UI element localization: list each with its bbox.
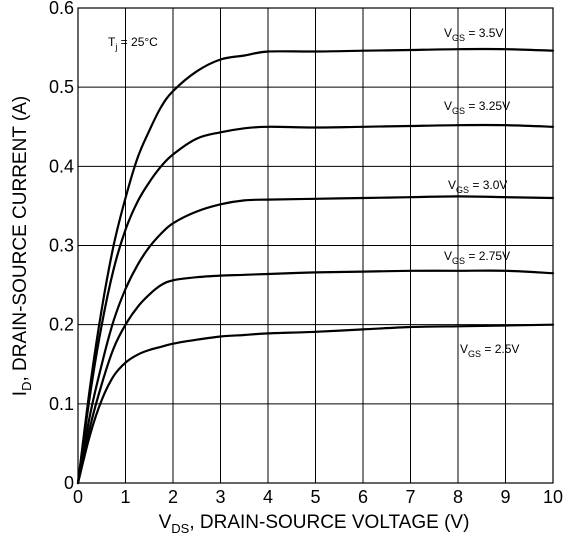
series-labels: VGS = 3.5V VGS = 3.25V VGS = 3.0V VGS = 2.7… [444, 26, 519, 359]
x-tick-label: 6 [358, 487, 368, 507]
junction-temp-annotation: Tj = 25°C [108, 35, 158, 52]
series-line-4 [76, 323, 555, 485]
y-tick-label: 0.1 [49, 394, 74, 414]
plot-frame [77, 7, 554, 484]
y-tick-label: 0.2 [49, 315, 74, 335]
x-tick-labels: 0 1 2 3 4 5 6 7 8 9 10 [73, 487, 563, 507]
x-tick-label: 5 [310, 487, 320, 507]
series-lines [76, 47, 555, 485]
series-line-0 [76, 47, 555, 485]
x-tick-label: 10 [543, 487, 563, 507]
x-tick-label: 3 [215, 487, 225, 507]
series-line-3 [76, 269, 555, 485]
series-line-2 [76, 195, 555, 485]
x-axis-label: VDS, DRAIN-SOURCE VOLTAGE (V) [159, 512, 470, 533]
x-tick-label: 4 [263, 487, 273, 507]
series-label-2: VGS = 3.0V [448, 178, 507, 195]
x-tick-label: 7 [405, 487, 415, 507]
y-tick-label: 0 [64, 473, 74, 493]
series-line-1 [76, 123, 555, 485]
y-tick-label: 0.3 [49, 236, 74, 256]
x-tick-label: 1 [120, 487, 130, 507]
x-tick-label: 2 [168, 487, 178, 507]
x-tick-label: 0 [73, 487, 83, 507]
x-tick-label: 9 [500, 487, 510, 507]
y-tick-label: 0.5 [49, 77, 74, 97]
y-tick-label: 0.6 [49, 0, 74, 18]
x-tick-label: 8 [453, 487, 463, 507]
series-label-1: VGS = 3.25V [444, 99, 510, 116]
y-axis-label: ID, DRAIN-SOURCE CURRENT (A) [10, 96, 34, 396]
series-label-3: VGS = 2.75V [444, 249, 510, 266]
series-label-4: VGS = 2.5V [460, 342, 519, 359]
series-label-0: VGS = 3.5V [444, 26, 503, 43]
y-tick-label: 0.4 [49, 156, 74, 176]
y-tick-labels: 0 0.1 0.2 0.3 0.4 0.5 0.6 [49, 0, 74, 493]
